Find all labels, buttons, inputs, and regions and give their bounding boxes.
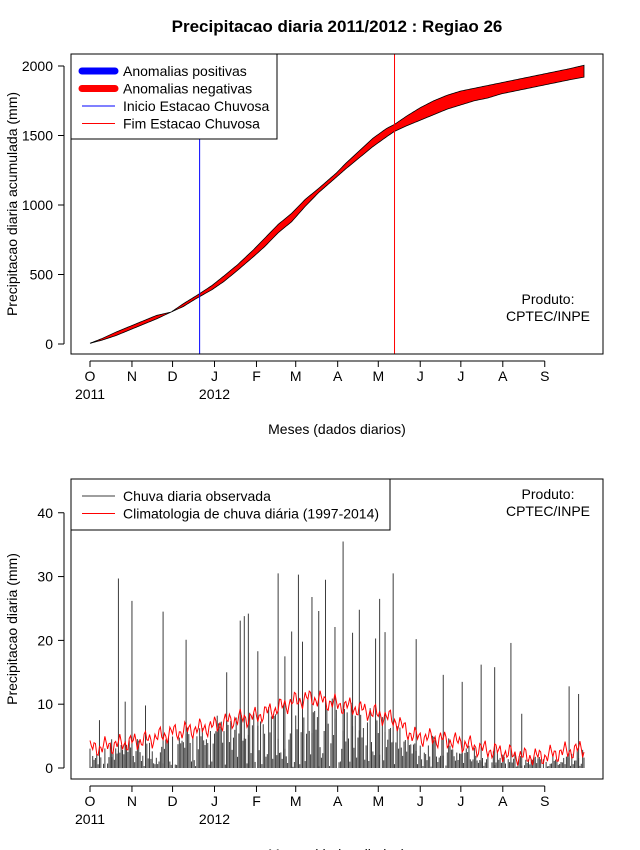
year-label-top: 2011 (75, 386, 105, 402)
x-tick-label-bottom: O (85, 793, 96, 809)
x-tick-label-top: O (85, 368, 96, 384)
x-tick-label-top: S (540, 368, 549, 384)
x-tick-label-top: N (127, 368, 137, 384)
cumulative-chart: 0 500 1000 1500 2000 Precipitacao diaria acum… (4, 53, 604, 437)
x-tick-label-bottom: S (540, 793, 549, 809)
x-tick-label-bottom: J (417, 793, 424, 809)
x-tick-label-top: J (417, 368, 424, 384)
y-tick-label-top: 2000 (22, 58, 53, 74)
x-tick-label-bottom: A (333, 793, 343, 809)
x-tick-label-bottom: J (457, 793, 464, 809)
negative-anomaly-area (90, 310, 173, 344)
x-tick-label-bottom: J (211, 793, 218, 809)
legend-bottom: Chuva diaria observada Climatologia de ch… (70, 478, 391, 531)
legend-negative-anomalies-label: Anomalias negativas (123, 81, 252, 97)
x-axis-label-bottom: Meses (dados diarios) (268, 846, 406, 850)
climatology-line (89, 690, 585, 766)
x-tick-label-bottom: D (167, 793, 177, 809)
y-tick-label-top: 1500 (22, 128, 53, 144)
year-label-bottom: 2012 (199, 811, 230, 827)
legend-box (70, 478, 391, 531)
y-tick-label-top: 1000 (22, 197, 53, 213)
annotation-source-top: CPTEC/INPE (506, 308, 590, 324)
year-label-bottom: 2011 (75, 811, 105, 827)
y-tick-label-bottom: 0 (45, 760, 53, 776)
x-tick-label-top: M (372, 368, 384, 384)
annotation-product-top: Produto: (522, 291, 575, 307)
legend-observed-label: Chuva diaria observada (123, 488, 271, 504)
negative-anomaly-area (172, 64, 585, 313)
y-tick-label-bottom: 40 (37, 505, 53, 521)
y-tick-label-top: 0 (45, 336, 53, 352)
year-label-top: 2012 (199, 386, 230, 402)
y-tick-label-top: 500 (30, 267, 54, 283)
daily-rain-bars (89, 541, 585, 768)
legend-climatology-label: Climatologia de chuva diária (1997-2014) (123, 506, 379, 522)
x-tick-label-bottom: M (290, 793, 302, 809)
legend-top: Anomalias positivas Anomalias negativasIn… (70, 53, 278, 140)
y-tick-label-bottom: 20 (37, 632, 53, 648)
annotation-product-bottom: Produto: (522, 486, 575, 502)
daily-rain-chart: 0 10 20 30 40 Precipitacao diaria (mm) O N D J F M A… (4, 478, 604, 850)
y-tick-label-bottom: 30 (37, 569, 53, 585)
x-tick-label-top: M (290, 368, 302, 384)
y-tick-label-bottom: 10 (37, 696, 53, 712)
x-tick-label-bottom: N (127, 793, 137, 809)
chart-title: Precipitacao diaria 2011/2012 : Regiao 2… (172, 17, 503, 36)
legend-season-start-label: Inicio Estacao Chuvosa (123, 98, 270, 114)
y-axis-label-top: Precipitacao diaria acumulada (mm) (4, 92, 20, 316)
annotation-source-bottom: CPTEC/INPE (506, 503, 590, 519)
x-tick-label-top: J (457, 368, 464, 384)
legend-positive-anomalies-label: Anomalias positivas (123, 63, 247, 79)
x-tick-label-top: D (167, 368, 177, 384)
y-axis-label-bottom: Precipitacao diaria (mm) (4, 553, 20, 705)
x-tick-label-top: F (252, 368, 261, 384)
legend-season-end-label: Fim Estacao Chuvosa (123, 116, 260, 132)
x-tick-label-bottom: F (252, 793, 261, 809)
x-tick-label-bottom: A (498, 793, 508, 809)
x-tick-label-bottom: M (372, 793, 384, 809)
x-axis-label-top: Meses (dados diarios) (268, 421, 406, 437)
x-tick-label-top: A (498, 368, 508, 384)
plot-frame-top (70, 53, 604, 355)
x-tick-label-top: A (333, 368, 343, 384)
x-tick-label-top: J (211, 368, 218, 384)
